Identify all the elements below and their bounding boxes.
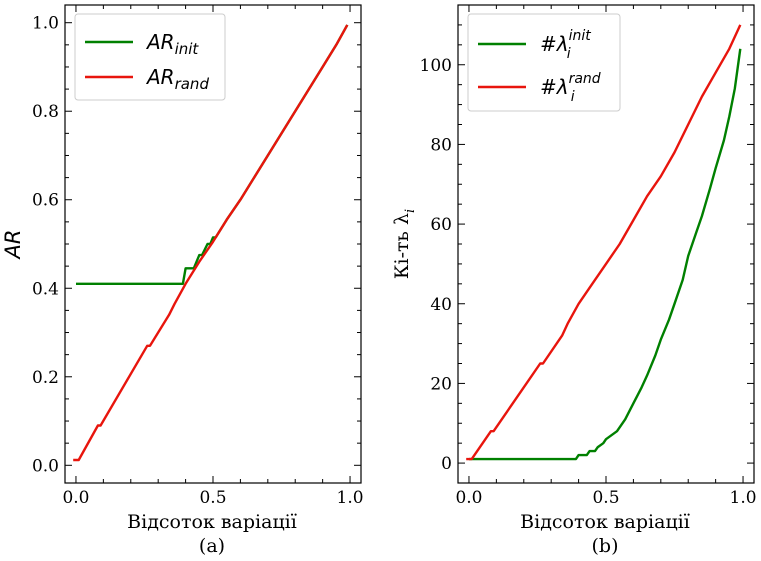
- y-tick-label: 1.0: [32, 14, 59, 34]
- y-axis-label: Кі-ть λi: [391, 209, 418, 279]
- legend-box: [74, 13, 226, 101]
- x-tick-label: 0.0: [62, 488, 89, 508]
- y-tick-label: 0.6: [32, 191, 59, 211]
- x-tick-label: 0.5: [199, 488, 226, 508]
- x-axis-label: Відсоток варіації: [520, 511, 690, 533]
- legend-entry: #λinit i: [540, 28, 591, 62]
- panel-caption: (b): [592, 535, 619, 557]
- y-tick-label: 0.2: [32, 368, 59, 388]
- x-axis-label: Відсоток варіації: [127, 511, 297, 533]
- series-line-rand: [73, 24, 349, 462]
- x-tick-label: 0.5: [592, 488, 619, 508]
- y-tick-label: 0.0: [32, 456, 59, 476]
- y-tick-label: 20: [430, 374, 452, 394]
- y-tick-label: 0: [441, 454, 452, 474]
- legend-entry: ARrand: [145, 65, 209, 93]
- chart-panel-a: 0.0 0.5 1.0 0.0 0.2 0.4 0.6 0.8 1.0 Відсоток варі…: [1, 4, 364, 557]
- y-tick-label: 60: [430, 215, 452, 235]
- legend-entry: ARinit: [145, 30, 199, 58]
- y-tick-label: 80: [430, 135, 452, 155]
- series-line-rand: [466, 24, 742, 461]
- legend-entry: #λrand i: [540, 71, 601, 105]
- legend: #λinit i #λrand i: [467, 13, 621, 112]
- y-axis-label: AR: [1, 230, 25, 261]
- x-tick-label: 1.0: [337, 488, 364, 508]
- y-tick-label: 0.8: [32, 102, 59, 122]
- x-tick-label: 0.0: [455, 488, 482, 508]
- series-line-init: [469, 48, 742, 461]
- legend: ARinit ARrand: [74, 13, 226, 101]
- chart-panel-b: 0.0 0.5 1.0 0 20 40 60 80 100 Відсоток варіації(b…: [391, 4, 757, 557]
- panel-caption: (a): [199, 535, 225, 557]
- x-tick-label: 1.0: [730, 488, 757, 508]
- y-tick-label: 100: [420, 56, 452, 76]
- y-tick-label: 0.4: [32, 279, 59, 299]
- y-tick-label: 40: [430, 295, 452, 315]
